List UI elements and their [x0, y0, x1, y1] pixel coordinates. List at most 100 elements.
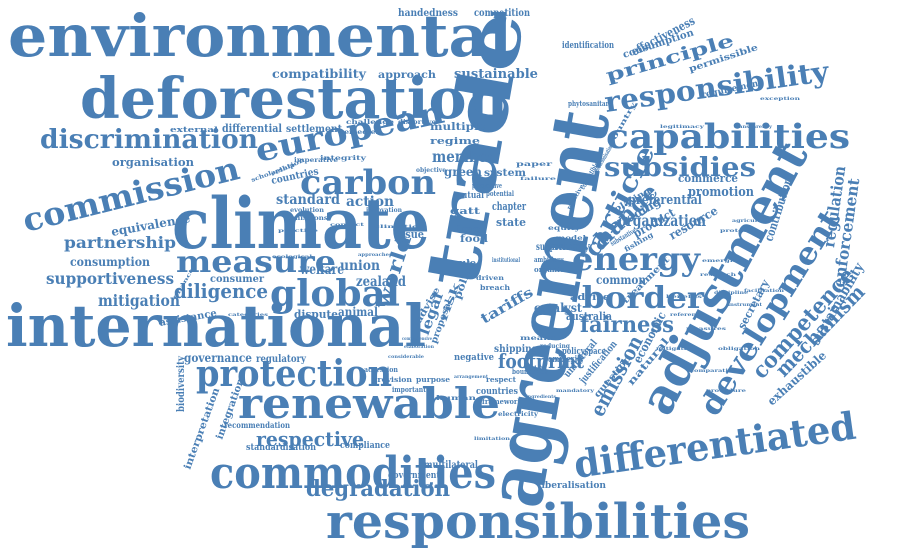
word: animal — [338, 305, 378, 319]
word: common — [596, 273, 646, 287]
word: protocol — [720, 228, 756, 234]
word: biodiversity — [176, 355, 187, 412]
word: purpose — [416, 375, 451, 384]
word: imperative — [294, 157, 338, 164]
word: challenge — [346, 119, 394, 126]
word: external — [170, 125, 218, 134]
word: border — [582, 281, 705, 316]
word: advise — [570, 293, 610, 303]
word: perspective — [472, 181, 502, 190]
word: failure — [520, 176, 556, 182]
word: approaches — [358, 252, 392, 258]
word: partnership — [64, 233, 176, 252]
word: promotion — [688, 185, 754, 200]
word: means — [520, 335, 557, 342]
word: breach — [480, 283, 510, 292]
word: zealand — [356, 274, 406, 290]
word: welfare — [299, 262, 344, 278]
word: elaboration — [404, 344, 434, 350]
word: ambitious — [534, 255, 564, 264]
word: government — [388, 471, 441, 481]
word: ecological — [272, 254, 312, 260]
word: accession — [364, 365, 398, 374]
word: safety — [552, 240, 591, 253]
word: provision — [372, 375, 412, 384]
word: liberalisation — [538, 481, 606, 491]
word: environmental — [8, 2, 512, 70]
word: free — [454, 225, 480, 235]
word: comparative — [690, 368, 736, 374]
word: conflict — [330, 222, 365, 228]
word: climate — [172, 182, 430, 265]
word: integrity — [320, 155, 367, 162]
word: policyspace — [562, 347, 606, 357]
word: australia — [566, 310, 612, 323]
word: arrangement — [454, 374, 489, 380]
word: commodities — [210, 448, 496, 499]
word: mitigating — [656, 346, 697, 352]
word: green — [444, 165, 482, 179]
word: identification — [562, 41, 614, 51]
word: organization — [618, 211, 706, 230]
word: food — [460, 234, 488, 245]
word: consumer — [210, 274, 265, 285]
word: union — [340, 258, 380, 274]
word: paper — [516, 161, 554, 168]
word: issue — [396, 228, 424, 241]
word: preferential — [628, 193, 702, 208]
word: supportiveness — [46, 269, 174, 288]
word: regulatory — [256, 354, 307, 365]
word: discipline — [714, 290, 748, 296]
word: competition — [474, 8, 531, 19]
word: action — [346, 194, 394, 210]
word: exception — [760, 96, 801, 102]
word: system — [484, 168, 526, 179]
word: rule — [454, 259, 476, 269]
word: renewable — [238, 379, 500, 428]
word: instrument — [728, 302, 763, 308]
word: distortive — [398, 119, 436, 126]
word: emissions — [288, 215, 329, 222]
word: commerce — [678, 172, 738, 185]
word: carbon — [300, 163, 436, 203]
word: capabilities — [606, 117, 850, 157]
word: legitimacy — [660, 124, 706, 130]
word: framework — [482, 397, 522, 406]
word: settlement — [286, 124, 342, 135]
word: measure — [176, 245, 336, 280]
word: standardisation — [246, 443, 316, 453]
word: energy — [572, 240, 701, 278]
word: model — [556, 235, 587, 242]
word: shipping — [494, 344, 538, 355]
word: limitation — [474, 436, 510, 442]
word: discrimination — [40, 125, 258, 155]
word: footprint — [498, 349, 585, 373]
word: mutual — [454, 191, 484, 201]
word: international — [6, 292, 426, 360]
word: mitigation — [98, 291, 180, 310]
word: differential — [222, 122, 282, 135]
word: considerable — [388, 354, 424, 360]
word: procedure — [706, 388, 746, 394]
word: obligation — [718, 346, 761, 352]
word: equity — [548, 225, 581, 232]
word: fairness — [580, 312, 674, 338]
word: consumption — [70, 255, 150, 269]
word: member — [432, 147, 494, 166]
word: handedness — [398, 8, 458, 19]
word: degradation — [306, 476, 450, 502]
word: potential — [486, 189, 514, 198]
word: protection — [196, 353, 392, 395]
word: benefits — [666, 294, 702, 300]
word: support — [536, 242, 566, 253]
word: objective — [416, 167, 446, 174]
word: comprehensive — [402, 336, 432, 342]
word: remedies — [340, 129, 381, 136]
word: global — [270, 273, 400, 315]
word: compatibility — [272, 67, 367, 81]
word: compliance — [340, 441, 390, 451]
word: transparency — [734, 124, 773, 130]
word: subsidies — [604, 153, 756, 183]
word: human — [436, 395, 477, 402]
